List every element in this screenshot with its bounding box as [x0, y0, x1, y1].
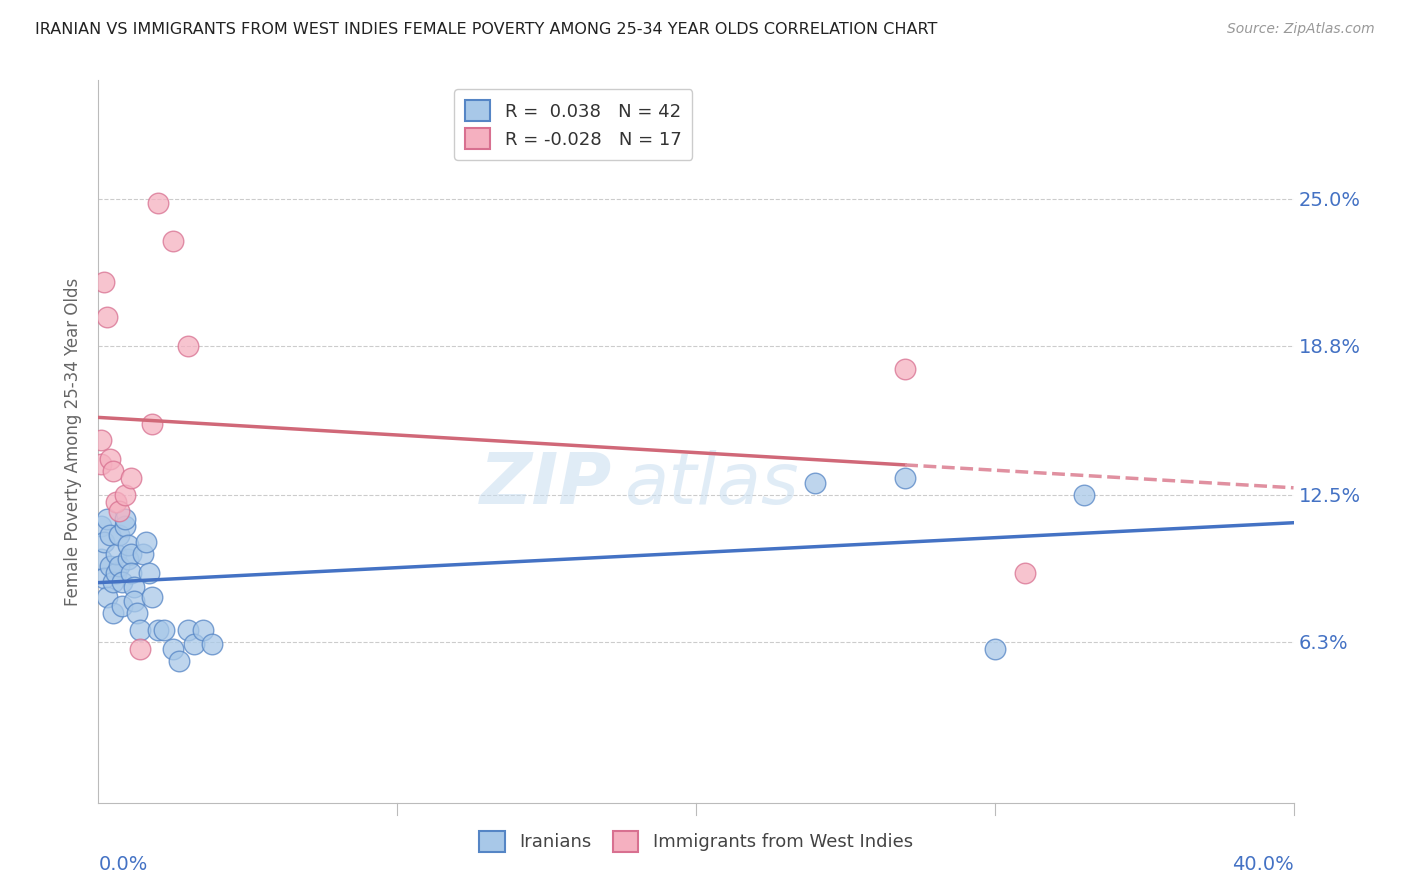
Point [93, 275, 115, 289]
Point [117, 551, 139, 566]
Point [96, 511, 118, 525]
Point [127, 607, 149, 621]
Point [93, 535, 115, 549]
Point [804, 475, 827, 490]
Point [120, 471, 142, 485]
Point [98, 558, 122, 573]
Point [124, 594, 146, 608]
Point [183, 637, 205, 651]
Point [124, 580, 146, 594]
Point [90, 518, 112, 533]
Point [98, 528, 122, 542]
Point [191, 623, 214, 637]
Point [105, 547, 128, 561]
Point [177, 623, 200, 637]
Point [120, 547, 142, 561]
Point [90, 457, 112, 471]
Point [1073, 488, 1095, 502]
Point [162, 641, 184, 656]
Point [120, 566, 142, 580]
Point [135, 535, 157, 549]
Point [108, 504, 131, 518]
Point [984, 641, 1007, 656]
Text: Source: ZipAtlas.com: Source: ZipAtlas.com [1227, 22, 1375, 37]
Point [90, 551, 112, 566]
Text: 40.0%: 40.0% [1232, 855, 1294, 874]
Point [93, 571, 115, 585]
Point [114, 518, 136, 533]
Text: 0.0%: 0.0% [98, 855, 148, 874]
Text: ZIP: ZIP [479, 450, 613, 519]
Point [96, 590, 118, 604]
Point [132, 547, 155, 561]
Point [148, 623, 170, 637]
Point [117, 538, 139, 552]
Point [141, 590, 163, 604]
Point [96, 310, 118, 325]
Point [111, 575, 134, 590]
Point [90, 434, 112, 448]
Text: IRANIAN VS IMMIGRANTS FROM WEST INDIES FEMALE POVERTY AMONG 25-34 YEAR OLDS CORR: IRANIAN VS IMMIGRANTS FROM WEST INDIES F… [35, 22, 938, 37]
Y-axis label: Female Poverty Among 25-34 Year Olds: Female Poverty Among 25-34 Year Olds [63, 277, 82, 606]
Point [105, 566, 128, 580]
Point [141, 417, 163, 431]
Point [98, 452, 122, 467]
Point [108, 528, 131, 542]
Point [167, 654, 190, 668]
Point [103, 464, 125, 478]
Point [108, 558, 131, 573]
Point [114, 488, 136, 502]
Point [111, 599, 134, 614]
Point [103, 607, 125, 621]
Point [894, 471, 917, 485]
Point [177, 338, 200, 352]
Point [103, 575, 125, 590]
Legend: Iranians, Immigrants from West Indies: Iranians, Immigrants from West Indies [472, 823, 920, 859]
Point [114, 511, 136, 525]
Point [153, 623, 176, 637]
Point [162, 235, 184, 249]
Point [129, 623, 152, 637]
Point [201, 637, 224, 651]
Point [138, 566, 160, 580]
Point [129, 641, 152, 656]
Point [894, 362, 917, 376]
Point [105, 495, 128, 509]
Point [1014, 566, 1036, 580]
Point [148, 196, 170, 211]
Text: atlas: atlas [624, 450, 799, 519]
